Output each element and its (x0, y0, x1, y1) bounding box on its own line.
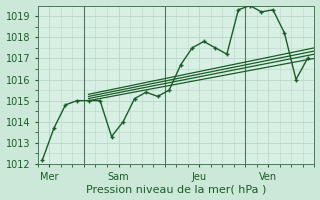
X-axis label: Pression niveau de la mer( hPa ): Pression niveau de la mer( hPa ) (86, 184, 266, 194)
